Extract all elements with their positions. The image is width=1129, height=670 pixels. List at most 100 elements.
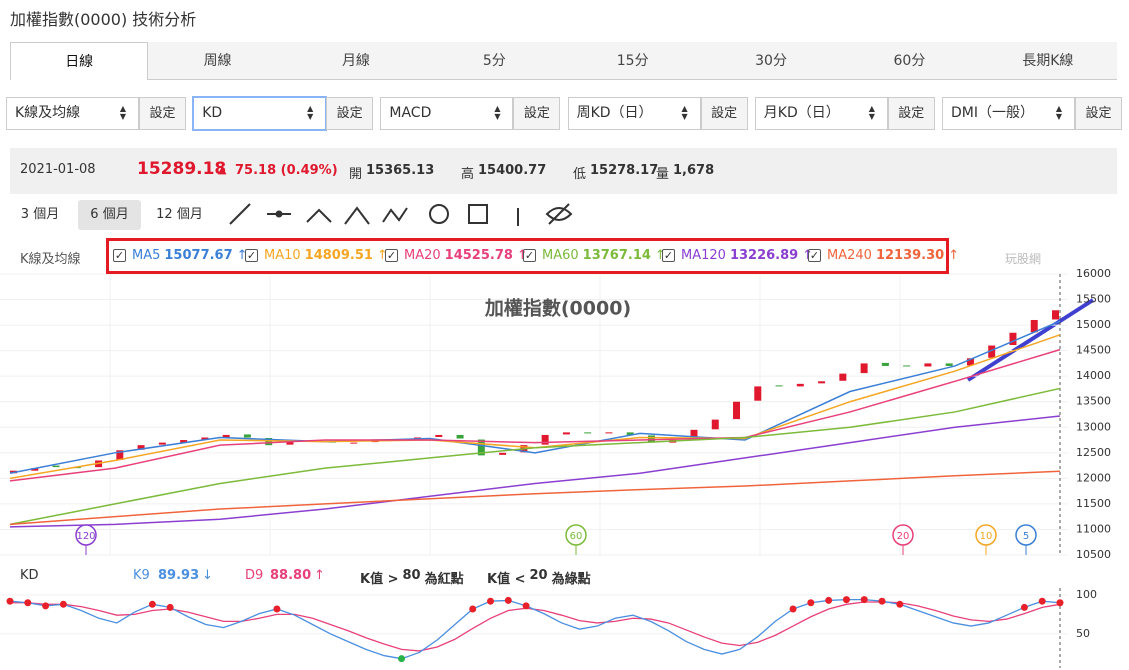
candle	[733, 401, 741, 420]
candle	[158, 442, 166, 445]
tool-angle[interactable]	[306, 208, 332, 223]
y-tick-label: 15500	[1076, 293, 1111, 306]
kd-dot	[1056, 599, 1064, 607]
candle	[711, 419, 719, 430]
kd-dot	[487, 597, 495, 605]
tool-abc[interactable]	[344, 206, 370, 225]
candle	[222, 434, 230, 438]
y-tick-label: 16000	[1076, 267, 1111, 280]
chart-title: 加權指數(0000)	[484, 297, 631, 320]
candle	[626, 432, 634, 435]
candle	[456, 434, 464, 439]
y-tick-label: 10500	[1076, 548, 1111, 561]
kd-dot	[273, 605, 281, 613]
candle	[903, 365, 911, 367]
kd-dot	[148, 600, 156, 608]
kd-dot	[6, 597, 14, 605]
y-tick-label: 11000	[1076, 522, 1111, 535]
candle	[818, 381, 826, 384]
candle	[775, 385, 783, 387]
candle	[881, 362, 889, 366]
candle	[1052, 310, 1059, 320]
tool-circle[interactable]	[429, 204, 449, 224]
candle	[1030, 319, 1038, 333]
kd-dot	[42, 602, 50, 610]
candle	[796, 383, 804, 387]
kd-dot	[789, 605, 797, 613]
drawn-trendline	[966, 298, 1095, 382]
kd-dot	[825, 596, 833, 604]
candle	[690, 429, 698, 440]
kd-dot	[878, 597, 886, 605]
y-tick-label: 14000	[1076, 369, 1111, 382]
y-tick-label: 14500	[1076, 344, 1111, 357]
period-label: 120	[76, 531, 95, 542]
period-marker	[75, 524, 97, 546]
period-label: 60	[570, 531, 583, 542]
ma-line	[9, 348, 1061, 482]
period-marker	[565, 524, 587, 546]
candle	[477, 439, 485, 456]
kd-dot	[807, 599, 815, 607]
y-tick-label: 12000	[1076, 471, 1111, 484]
y-tick-label: 100	[1076, 588, 1097, 601]
candle	[116, 450, 124, 460]
period-label: 20	[897, 531, 910, 542]
tool-line[interactable]	[229, 203, 251, 225]
candle	[754, 386, 762, 401]
period-label: 5	[1023, 531, 1029, 542]
kd-dot	[398, 655, 406, 663]
tool-hline[interactable]	[267, 210, 291, 218]
tool-wave[interactable]	[382, 207, 408, 223]
draw-tools[interactable]	[225, 200, 575, 232]
candle	[605, 432, 613, 434]
kd-dot	[860, 596, 868, 604]
kd-dot	[469, 605, 477, 613]
candle	[243, 434, 251, 438]
candle	[924, 363, 932, 367]
y-tick-label: 50	[1076, 627, 1090, 640]
y-tick-label: 13000	[1076, 420, 1111, 433]
kd-dot	[842, 596, 850, 604]
ma-line	[9, 320, 1061, 474]
candle	[966, 358, 974, 366]
kd-dot	[59, 600, 67, 608]
ma-line	[9, 470, 1061, 526]
kd-dot	[1020, 603, 1028, 611]
candle	[265, 438, 273, 446]
tool-hide[interactable]	[545, 203, 573, 225]
candle	[31, 468, 39, 471]
candle	[350, 442, 358, 444]
y-tick-label: 12500	[1076, 446, 1111, 459]
candle	[945, 363, 953, 366]
kd-dot	[24, 599, 32, 607]
kd-dot	[896, 600, 904, 608]
period-marker	[1015, 524, 1037, 546]
candle	[1009, 332, 1017, 346]
y-tick-label: 13500	[1076, 395, 1111, 408]
kd-dot	[166, 603, 174, 611]
tool-rect[interactable]	[468, 204, 488, 224]
candle	[201, 437, 209, 440]
candle	[435, 434, 443, 437]
candle	[499, 452, 507, 455]
candle	[180, 440, 188, 443]
candle	[52, 465, 60, 468]
kd-dot	[522, 602, 530, 610]
candle	[137, 445, 145, 450]
candle	[860, 363, 868, 374]
candle	[839, 373, 847, 381]
ma-line	[9, 415, 1061, 528]
kd-dot	[1038, 597, 1046, 605]
candle	[584, 432, 592, 434]
y-tick-label: 15000	[1076, 318, 1111, 331]
kd-dot	[504, 596, 512, 604]
candle	[988, 345, 996, 358]
period-label: 10	[980, 531, 993, 542]
y-tick-label: 11500	[1076, 497, 1111, 510]
candle	[562, 432, 570, 435]
period-marker	[892, 524, 914, 546]
candle	[541, 434, 549, 445]
